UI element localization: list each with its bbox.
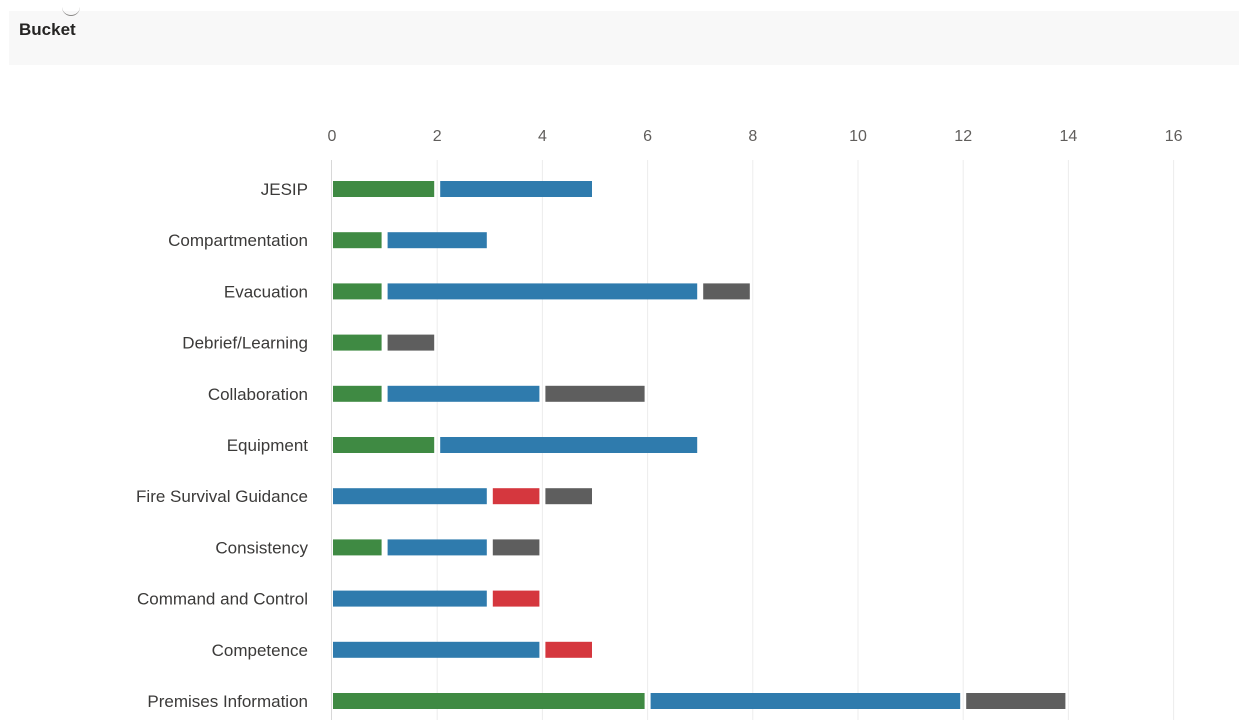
x-tick-label: 10: [849, 128, 867, 145]
category-label: Consistency: [215, 538, 308, 557]
bar-segment: [545, 641, 592, 658]
bar-segment: [650, 693, 961, 709]
category-label: JESIP: [261, 180, 308, 199]
x-tick-label: 16: [1165, 128, 1183, 145]
category-label: Premises Information: [147, 692, 308, 711]
bar-segment: [333, 693, 645, 709]
x-tick-label: 0: [328, 128, 337, 145]
bar-segment: [333, 539, 382, 556]
bar-segment: [333, 590, 487, 607]
bar-segment: [492, 590, 540, 607]
x-tick-label: 4: [538, 128, 547, 145]
bar-segment: [966, 693, 1066, 709]
bar-segment: [387, 385, 540, 402]
x-tick-label: 6: [643, 128, 652, 145]
bar-segment: [545, 385, 645, 402]
category-label: Equipment: [227, 436, 309, 455]
x-tick-label: 12: [954, 128, 972, 145]
bar-segment: [333, 488, 487, 505]
bar-segment: [387, 232, 487, 249]
category-label: Debrief/Learning: [182, 334, 308, 353]
bar-segment: [440, 437, 698, 453]
category-label: Competence: [212, 641, 308, 660]
bar-segment: [333, 334, 382, 351]
bar-segment: [333, 181, 435, 197]
visual-title: Bucket: [19, 20, 76, 39]
category-label: Collaboration: [208, 385, 308, 404]
category-label: Command and Control: [137, 590, 308, 609]
bar-segment: [333, 283, 382, 300]
category-label: Compartmentation: [168, 231, 308, 250]
bar-segment: [333, 641, 540, 658]
bar-segment: [387, 334, 435, 351]
x-tick-label: 2: [433, 128, 442, 145]
bar-segment: [333, 385, 382, 402]
bar-segment: [387, 539, 487, 556]
header-icon: [62, 1, 80, 16]
bar-segment: [545, 488, 592, 505]
bar-segment: [492, 488, 540, 505]
bar-segment: [492, 539, 540, 556]
bar-segment: [333, 232, 382, 249]
bar-segment: [387, 283, 698, 300]
category-label: Evacuation: [224, 282, 308, 301]
visual-header: Bucket: [9, 11, 1239, 65]
category-label: Fire Survival Guidance: [136, 487, 308, 506]
bar-segment: [703, 283, 750, 300]
x-tick-label: 14: [1060, 128, 1078, 145]
bar-segment: [333, 437, 435, 453]
x-tick-label: 8: [748, 128, 757, 145]
bar-segment: [440, 181, 592, 197]
